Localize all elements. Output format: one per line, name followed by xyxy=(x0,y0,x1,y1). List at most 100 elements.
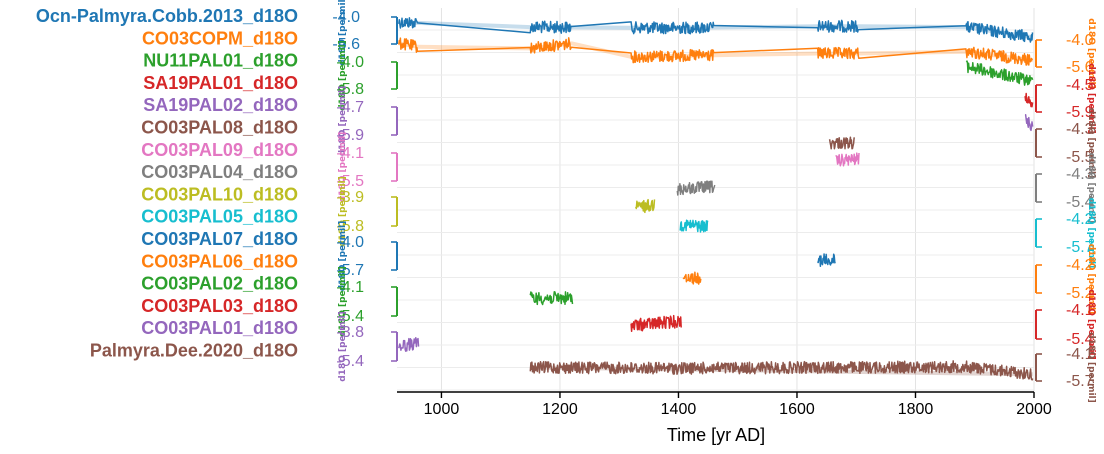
series-line xyxy=(676,180,716,196)
y-axis-title: d18O [permil] xyxy=(338,221,348,292)
legend-entry: SA19PAL01_d18O xyxy=(143,73,298,93)
legend-entry: CO03PAL07_d18O xyxy=(141,229,298,249)
y-tick-label: -5.7 xyxy=(1066,373,1094,390)
series-envelope xyxy=(398,20,1033,40)
legend-entry: CO03COPM_d18O xyxy=(142,28,298,48)
y-tick-label: -3.9 xyxy=(336,189,364,206)
series-line xyxy=(398,37,1034,66)
legend-entry: CO03PAL09_d18O xyxy=(141,140,298,160)
legend-entry: CO03PAL05_d18O xyxy=(141,207,298,227)
x-tick-label: 1200 xyxy=(542,401,578,418)
series-line xyxy=(965,60,1034,86)
y-tick-label: -5.4 xyxy=(336,353,364,370)
series-line xyxy=(1024,92,1034,108)
y-tick-label: -4.3 xyxy=(1066,121,1094,138)
y-axis-title: d18O [permil] xyxy=(338,176,348,247)
series-line xyxy=(682,271,702,285)
legend-entry: CO03PAL10_d18O xyxy=(141,184,298,204)
y-tick-label: -5.9 xyxy=(1066,104,1094,121)
y-axis-title: d18O [permil] xyxy=(1086,63,1096,134)
series-line xyxy=(1024,113,1034,132)
y-tick-label: -3.8 xyxy=(336,324,364,341)
y-tick-label: -5.4 xyxy=(1066,194,1094,211)
y-tick-label: -4.7 xyxy=(336,99,364,116)
y-tick-label: -4.0 xyxy=(336,54,364,71)
series-line xyxy=(817,253,836,268)
y-tick-label: -5.6 xyxy=(1066,59,1094,76)
y-tick-label: -4.2 xyxy=(1066,211,1094,228)
y-axis-title: d18O [permil] xyxy=(1086,198,1096,269)
y-tick-label: -5.7 xyxy=(336,262,364,279)
series-line xyxy=(529,291,574,306)
legend-entry: CO03PAL08_d18O xyxy=(141,118,298,138)
x-axis: 1000 1200 1400 1600 1800 2000 xyxy=(397,391,1052,418)
legend-entry: SA19PAL02_d18O xyxy=(143,95,298,115)
y-axis-title: d18O [permil] xyxy=(338,266,348,337)
x-tick-label: 1400 xyxy=(661,401,697,418)
legend-entry: Palmyra.Dee.2020_d18O xyxy=(90,341,298,361)
y-axis-title: d18O [permil] xyxy=(338,40,348,111)
legend-entry: NU11PAL01_d18O xyxy=(143,51,298,71)
x-tick-label: 1600 xyxy=(779,401,815,418)
series-line xyxy=(835,152,860,167)
series-line xyxy=(398,17,1034,43)
y-tick-label: -5.6 xyxy=(332,36,360,53)
y-axis-title: d18O [permil] xyxy=(1086,332,1096,403)
y-tick-label: -5.7 xyxy=(1066,239,1094,256)
y-tick-label: -5.4 xyxy=(336,308,364,325)
y-axis-title: d18O [permil] xyxy=(338,311,348,382)
y-tick-label: -5.2 xyxy=(1066,285,1094,302)
x-tick-label: 1000 xyxy=(424,401,460,418)
series-line xyxy=(630,314,682,333)
series-line xyxy=(398,337,420,352)
y-tick-label: -5.5 xyxy=(1066,149,1094,166)
x-tick-label: 1800 xyxy=(898,401,934,418)
y-tick-label: -4.5 xyxy=(1066,77,1094,94)
y-tick-label: -4.1 xyxy=(336,145,364,162)
y-tick-label: -4.0 xyxy=(332,9,360,26)
y-tick-label: -4.0 xyxy=(1066,32,1094,49)
y-tick-label: -4.1 xyxy=(1066,302,1094,319)
y-axis-title: d18O [permil] xyxy=(1086,153,1096,224)
y-tick-label: -4.1 xyxy=(1066,346,1094,363)
series-layer xyxy=(398,17,1034,381)
y-tick-label: -5.4 xyxy=(1066,331,1094,348)
series-line xyxy=(529,360,1034,381)
x-tick-label: 2000 xyxy=(1016,401,1052,418)
y-axis-title: d18O [permil] xyxy=(1086,289,1096,360)
y-axis-title: d18O [permil] xyxy=(338,0,348,66)
y-axis-title: d18O [permil] xyxy=(338,132,348,203)
series-line xyxy=(828,136,856,150)
y-tick-label: -4.0 xyxy=(336,234,364,251)
y-tick-label: -5.5 xyxy=(336,173,364,190)
grid xyxy=(397,8,1035,392)
y-tick-label: -5.8 xyxy=(336,81,364,98)
legend-entry: CO03PAL01_d18O xyxy=(141,318,298,338)
legend-entry: CO03PAL02_d18O xyxy=(141,274,298,294)
y-tick-label: -4.3 xyxy=(1066,166,1094,183)
legend-entry: CO03PAL04_d18O xyxy=(141,162,298,182)
series-line xyxy=(679,219,709,233)
legend-entry: CO03PAL03_d18O xyxy=(141,296,298,316)
y-axis-title: d18O [permil] xyxy=(338,86,348,157)
legend-entry: Ocn-Palmyra.Cobb.2013_d18O xyxy=(36,6,298,26)
y-axis-title: d18O [permil] xyxy=(1086,244,1096,315)
